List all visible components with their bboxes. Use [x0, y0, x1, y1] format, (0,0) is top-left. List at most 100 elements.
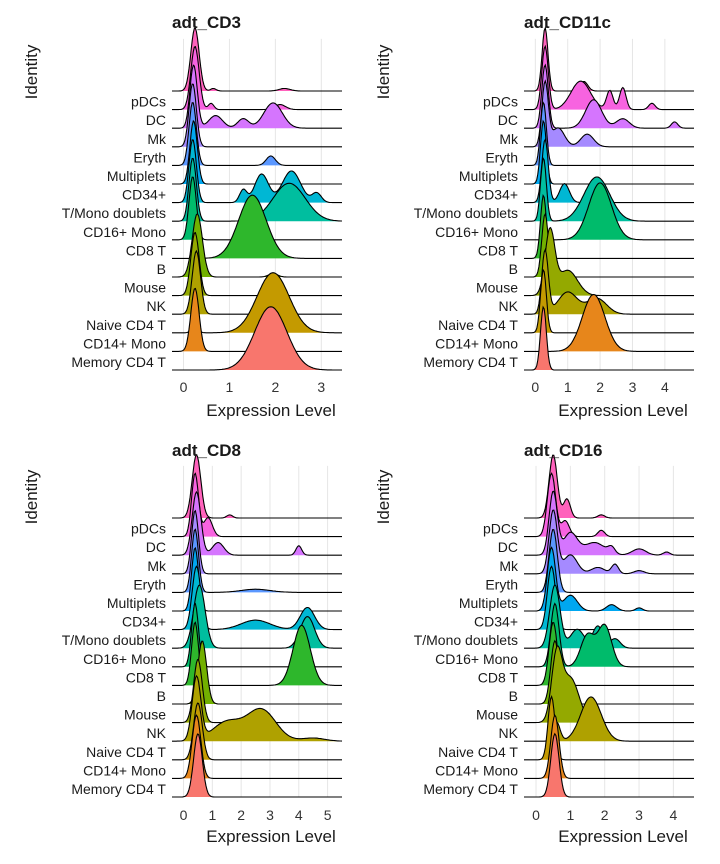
- ridge-outline: [172, 64, 342, 129]
- identity-label: CD8 T: [126, 669, 167, 685]
- ridge-outline: [524, 529, 694, 593]
- identity-label: Eryth: [485, 576, 518, 592]
- ridge-outline: [524, 732, 694, 798]
- identity-label: T/Mono doublets: [414, 205, 518, 221]
- identity-label: CD14+ Mono: [435, 762, 518, 778]
- identity-label: CD14+ Mono: [435, 335, 518, 351]
- ridge-b: [172, 641, 342, 704]
- identity-label: T/Mono doublets: [62, 205, 166, 221]
- identity-label: Multiplets: [459, 168, 518, 184]
- identity-label: T/Mono doublets: [414, 632, 518, 648]
- identity-label: CD34+: [474, 187, 518, 203]
- ridge-cd14-mono: [524, 294, 694, 352]
- ridge-outline: [524, 79, 694, 148]
- identity-label: Mouse: [476, 707, 518, 723]
- ridge-outline: [172, 27, 342, 92]
- identity-label: CD8 T: [126, 242, 167, 258]
- identity-label: Mk: [147, 558, 167, 574]
- ridge-cd34-: [524, 139, 694, 203]
- ridge-outline: [524, 226, 694, 297]
- x-tick-label: 1: [564, 379, 572, 395]
- identity-label: Multiplets: [107, 168, 166, 184]
- ridge-outline: [172, 733, 342, 798]
- ridge-outline: [172, 139, 342, 204]
- ridge-outline: [524, 293, 694, 352]
- identity-label: NK: [147, 298, 167, 314]
- ridge-outline: [172, 640, 342, 705]
- identity-label: Naive CD4 T: [438, 317, 518, 333]
- identity-label: pDCs: [131, 521, 166, 537]
- ridge-cd14-mono: [172, 288, 342, 352]
- x-tick-label: 3: [629, 379, 637, 395]
- identity-label: Naive CD4 T: [86, 317, 166, 333]
- x-tick-label: 1: [566, 807, 574, 823]
- x-axis-title: Expression Level: [206, 827, 335, 846]
- y-axis-title: Identity: [374, 469, 393, 524]
- identity-label: CD16+ Mono: [435, 224, 518, 240]
- ridge-cd16-mono: [524, 603, 694, 667]
- identity-label: Eryth: [485, 149, 518, 165]
- identity-label: DC: [146, 112, 166, 128]
- chart-title: adt_CD3: [172, 13, 241, 32]
- identity-label: Mouse: [124, 707, 166, 723]
- ridge-outline: [524, 156, 694, 222]
- ridge-mouse: [524, 227, 694, 296]
- ridge-outline: [524, 100, 694, 166]
- x-tick-label: 2: [601, 807, 609, 823]
- ridge-cd14-mono: [172, 715, 342, 779]
- ridge-memory-cd4-t: [172, 306, 342, 370]
- ridge-outline: [524, 490, 694, 556]
- panel-adt-cd3: Memory CD4 T CD14+ Mono Naive CD4 T NK Mouse…: [22, 13, 342, 420]
- x-axis-title: Expression Level: [558, 401, 687, 420]
- identity-label: B: [157, 688, 166, 704]
- ridge-outline: [172, 674, 343, 742]
- ridge-outline: [524, 602, 694, 668]
- ridge-outline: [524, 305, 694, 371]
- identity-label: CD16+ Mono: [435, 651, 518, 667]
- identity-label: DC: [498, 539, 518, 555]
- identity-label: CD8 T: [478, 242, 519, 258]
- identity-label: CD16+ Mono: [83, 651, 166, 667]
- ridge-outline: [524, 622, 694, 686]
- y-axis-title: Identity: [374, 44, 393, 99]
- ridge-multiplets: [172, 548, 342, 611]
- identity-label: NK: [147, 725, 167, 741]
- identity-label: Memory CD4 T: [71, 781, 166, 797]
- ridge-cd16-mono: [172, 177, 342, 240]
- ridge-mouse: [524, 645, 694, 723]
- x-tick-label: 4: [661, 379, 669, 395]
- identity-label: Mouse: [476, 280, 518, 296]
- x-tick-label: 3: [317, 379, 325, 395]
- x-tick-label: 0: [532, 807, 540, 823]
- x-tick-label: 2: [271, 379, 279, 395]
- ridge-outline: [172, 702, 342, 761]
- ridge-t-mono-doublets: [172, 158, 342, 222]
- ridge-cd8-t: [172, 195, 342, 259]
- ridge-outline: [524, 639, 694, 705]
- identity-label: CD34+: [122, 614, 166, 630]
- ridge-cd34-: [172, 566, 342, 630]
- chart-title: adt_CD8: [172, 441, 241, 460]
- identity-label: pDCs: [131, 94, 166, 110]
- panel-adt-cd16: Memory CD4 T CD14+ Mono Naive CD4 T NK Mouse…: [374, 441, 694, 846]
- identity-label: pDCs: [483, 521, 518, 537]
- ridge-eryth: [172, 529, 342, 593]
- ridge-outline: [172, 45, 342, 111]
- ridge-mouse: [172, 232, 342, 296]
- ridge-b: [524, 213, 694, 277]
- ridge-outline: [524, 565, 694, 631]
- identity-label: B: [157, 261, 166, 277]
- y-axis-title: Identity: [22, 469, 41, 524]
- identity-label: CD8 T: [478, 669, 519, 685]
- ridge-dc: [172, 492, 342, 556]
- identity-label: CD14+ Mono: [83, 762, 166, 778]
- identity-label: CD34+: [474, 614, 518, 630]
- ridge-memory-cd4-t: [524, 733, 694, 797]
- ridge-outline: [172, 102, 342, 166]
- x-tick-label: 4: [295, 807, 303, 823]
- identity-label: T/Mono doublets: [62, 632, 166, 648]
- x-tick-label: 0: [180, 379, 188, 395]
- ridge-outline: [524, 695, 694, 761]
- identity-label: DC: [146, 539, 166, 555]
